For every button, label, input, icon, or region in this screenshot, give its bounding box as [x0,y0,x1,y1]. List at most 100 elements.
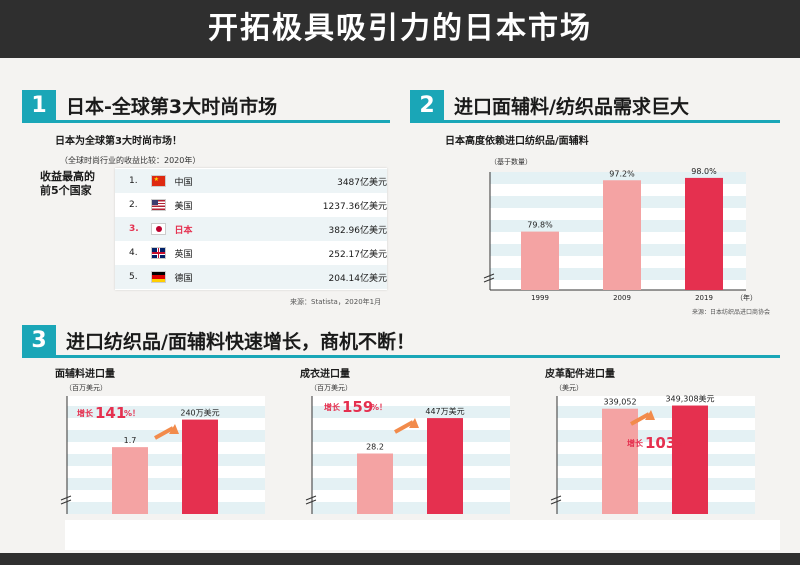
uk-flag-icon [150,247,167,259]
fabric-import-chart: （百万美元） 1.7 240万美元 增长 141%！ [60,383,265,514]
growth-arrow-icon [154,426,174,440]
country-name: 英国 [174,249,193,260]
growth-suffix: %！ [674,439,690,448]
rank-number: 4. [129,248,138,258]
blank-footer-area [65,520,780,550]
section-1-title: 日本-全球第3大时尚市场 [66,95,278,118]
ranking-row: 3. 日本 382.96亿美元 [115,217,387,241]
section-2-subtitle: 日本高度依赖进口纺织品/面辅料 [445,136,589,147]
section-1-source: 来源：Statista，2020年1月 [290,298,382,306]
data-label: 97.2% [609,169,635,178]
section-1-number: 1 [22,90,56,120]
ranking-row: 1. ★ 中国 3487亿美元 [115,169,387,193]
rank-number: 2. [129,200,138,210]
apparel-import-chart: （百万美元） 28.2 447万美元 增长 159%！ [305,383,510,514]
revenue-value: 252.17亿美元 [328,249,388,260]
revenue-value: 3487亿美元 [337,177,387,188]
growth-suffix: %！ [371,403,387,412]
growth-prefix: 增长 [324,402,341,412]
section-2-number: 2 [410,90,444,120]
grid-stripe [312,502,510,514]
growth-suffix: %！ [124,409,140,418]
data-label: 79.8% [527,221,553,230]
data-label: 447万美元 [425,406,464,416]
axis-break-mark [550,495,562,505]
x-unit-label: （年） [736,293,757,302]
data-label: 98.0% [691,167,717,176]
grid-stripe [312,430,510,442]
grid-stripe [490,172,746,184]
germany-flag-icon [150,271,167,283]
grid-stripe [557,454,755,466]
rank-number: 5. [129,272,138,282]
rank-number: 1. [129,176,138,186]
bar [603,180,641,290]
growth-prefix: 增长 [77,408,94,418]
growth-value: 103 [645,434,676,452]
revenue-value: 1237.36亿美元 [322,201,387,212]
country-name: 德国 [174,273,193,284]
x-tick-label: 1999 [531,294,549,302]
revenue-value: 204.14亿美元 [328,273,388,284]
bar [182,419,218,514]
country-name: 日本 [174,225,193,236]
section-3-underline [22,355,780,358]
chart-1-title: 面辅料进口量 [55,369,115,380]
grid-stripe [67,454,265,466]
data-label: 240万美元 [180,408,219,418]
growth-arrow-icon [394,420,414,434]
section-2-underline [410,120,780,123]
growth-arrow-head-icon [645,410,655,420]
section-2-header: 2 进口面辅料/纺织品需求巨大 [410,90,689,120]
import-dependence-chart: （基于数量） 79.8% 1999 97.2% 2009 98.0% 2019 （年） 来源：日… [483,157,770,316]
growth-arrow-head-icon [409,418,419,428]
bar [672,405,708,514]
y-unit-label: （基于数量） [490,157,532,166]
grid-stripe [312,454,510,466]
y-unit-label: （美元） [555,383,583,392]
revenue-value: 382.96亿美元 [328,225,388,236]
grid-stripe [312,478,510,490]
china-flag-icon: ★ [150,175,167,187]
title-bar: 开拓极具吸引力的日本市场 [0,0,800,58]
grid-stripe [312,406,510,418]
country-name: 中国 [174,177,193,188]
axis-break-mark [60,495,72,505]
section-1-subtitle: 日本为全球第3大时尚市场！ [55,136,182,147]
ranking-row: 5. 德国 204.14亿美元 [115,265,387,289]
section-3-header: 3 进口纺织品/面辅料快速增长，商机不断！ [22,325,415,355]
bar [685,177,723,290]
section-1-underline [22,120,390,123]
section-2-source: 来源：日本纺织品进口商协会 [692,308,770,316]
bar [427,418,463,514]
data-label: 349,308美元 [665,394,714,404]
grid-stripe [557,478,755,490]
section-2-title: 进口面辅料/纺织品需求巨大 [454,95,689,118]
page-title: 开拓极具吸引力的日本市场 [208,11,592,46]
x-tick-label: 2019 [695,294,713,302]
axis-break-mark [305,495,317,505]
y-unit-label: （百万美元） [310,383,352,392]
growth-value: 141 [95,404,126,422]
chart-3-title: 皮革配件进口量 [545,369,615,380]
y-unit-label: （百万美元） [65,383,107,392]
x-tick-label: 2009 [613,294,631,302]
section-3-title: 进口纺织品/面辅料快速增长，商机不断！ [66,330,415,353]
ranking-table: 1. ★ 中国 3487亿美元 2. 美国 1237.36亿美元 3. 日本 382.96亿美元 4… [115,168,387,290]
usa-flag-icon [150,199,167,211]
section-3-number: 3 [22,325,56,355]
growth-value: 159 [342,398,373,416]
japan-flag-icon [150,223,167,235]
grid-stripe [67,478,265,490]
ranking-row: 4. 英国 252.17亿美元 [115,241,387,265]
rank-number: 3. [129,224,139,234]
country-name: 美国 [174,201,193,212]
grid-stripe [557,406,755,418]
bar [112,447,148,514]
bottom-bar [0,553,800,565]
section-1-header: 1 日本-全球第3大时尚市场 [22,90,277,120]
grid-stripe [67,406,265,418]
growth-prefix: 增长 [627,438,644,448]
growth-arrow-head-icon [169,424,179,434]
